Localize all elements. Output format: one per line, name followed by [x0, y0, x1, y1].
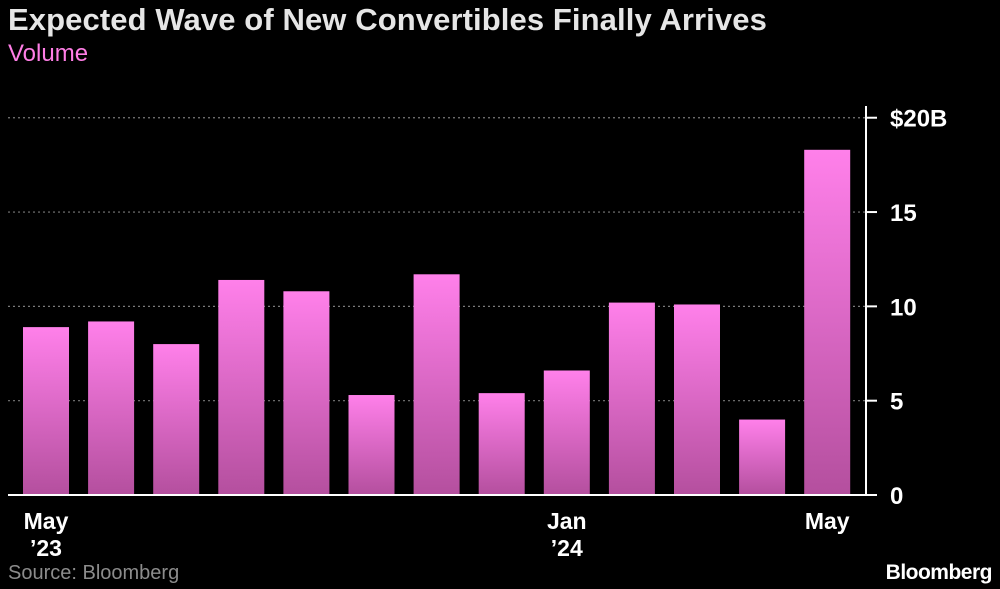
x-tick-label: Jan: [547, 508, 587, 534]
y-tick-label: 5: [890, 389, 903, 416]
bar: [88, 321, 135, 495]
x-tick-label: May: [805, 508, 850, 534]
bar: [218, 279, 265, 495]
bar: [348, 395, 395, 495]
chart-subtitle: Volume: [8, 40, 89, 67]
y-tick-label: $20B: [890, 106, 947, 133]
bars: [23, 149, 851, 495]
chart-title: Expected Wave of New Convertibles Finall…: [8, 2, 767, 37]
y-tick-label: 15: [890, 200, 917, 227]
x-tick-label: ’24: [551, 535, 583, 561]
bar: [153, 344, 200, 495]
source-note: Source: Bloomberg: [8, 562, 180, 584]
y-tick-label: 0: [890, 483, 903, 510]
bar: [413, 274, 460, 495]
bar: [674, 304, 720, 495]
x-tick-label: ’23: [30, 535, 62, 561]
grid-lines: [8, 117, 866, 402]
bar: [739, 419, 786, 495]
bar: [543, 370, 590, 495]
bar: [804, 149, 851, 495]
x-tick-label: May: [24, 508, 69, 534]
bloomberg-logo: Bloomberg: [885, 561, 993, 584]
bar: [23, 327, 69, 495]
bar: [608, 302, 655, 495]
bar: [478, 393, 525, 495]
bar: [283, 291, 330, 495]
y-tick-label: 10: [890, 294, 917, 321]
axes: [8, 106, 877, 496]
